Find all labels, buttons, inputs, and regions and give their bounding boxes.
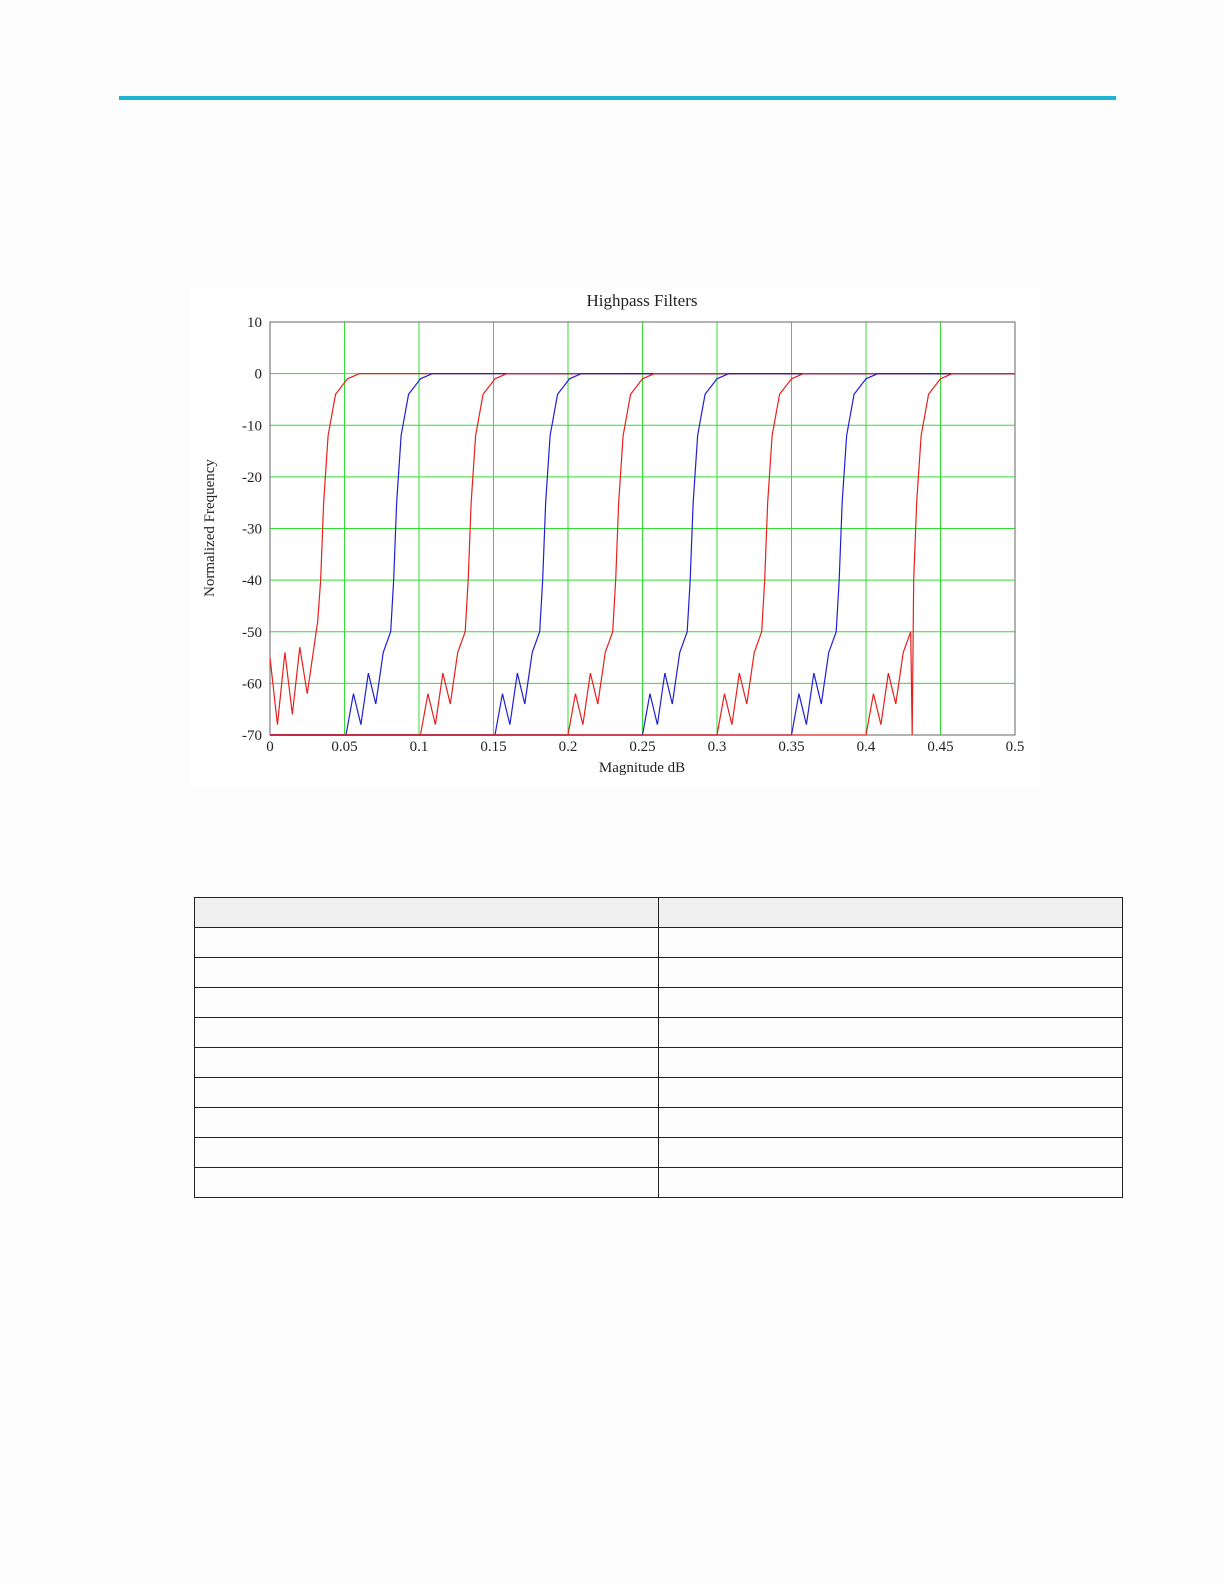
cell <box>658 987 1123 1018</box>
y-tick-label: 0 <box>255 367 263 383</box>
cell <box>658 897 1123 928</box>
y-tick-label: -50 <box>242 625 262 641</box>
cell <box>194 1107 659 1138</box>
cell <box>658 1017 1123 1048</box>
table-row <box>194 927 1123 958</box>
table-row <box>194 1017 1123 1048</box>
cell <box>658 1167 1123 1198</box>
chart-title: Highpass Filters <box>587 291 698 310</box>
chart: Highpass Filters Magnitude dB Normalized… <box>190 290 1040 785</box>
y-tick-label: -40 <box>242 573 262 589</box>
filter-line <box>270 373 1015 736</box>
cell <box>658 1077 1123 1108</box>
x-tick-label: 0.2 <box>559 739 578 755</box>
table-row <box>194 1047 1123 1078</box>
table-row <box>194 987 1123 1018</box>
header-rule <box>119 96 1116 100</box>
x-tick-label: 0.5 <box>1006 739 1025 755</box>
filter-line <box>270 373 1015 736</box>
x-tick-label: 0.05 <box>331 739 357 755</box>
x-axis-label: Magnitude dB <box>599 760 685 776</box>
cell <box>194 1017 659 1048</box>
table-row <box>194 1077 1123 1108</box>
table-row <box>194 1137 1123 1168</box>
chart-background <box>190 290 1040 785</box>
cell <box>658 1047 1123 1078</box>
cell <box>658 957 1123 988</box>
y-tick-label: -70 <box>242 728 262 744</box>
x-tick-label: 0.4 <box>857 739 876 755</box>
filter-line <box>270 373 1015 736</box>
x-tick-label: 0.35 <box>778 739 804 755</box>
cell <box>194 1137 659 1168</box>
y-tick-label: 10 <box>247 315 262 331</box>
x-tick-label: 0.3 <box>708 739 727 755</box>
y-tick-label: -20 <box>242 470 262 486</box>
cell <box>194 1077 659 1108</box>
y-tick-label: -60 <box>242 676 262 692</box>
table-row <box>194 1107 1123 1138</box>
cell <box>658 1137 1123 1168</box>
filter-line <box>270 373 1015 736</box>
table-row <box>194 1167 1123 1198</box>
y-tick-label: -30 <box>242 522 262 538</box>
cell <box>658 1107 1123 1138</box>
table-header <box>194 897 1123 928</box>
y-tick-label: -10 <box>242 418 262 434</box>
y-axis-label: Normalized Frequency <box>202 459 218 597</box>
cell <box>658 927 1123 958</box>
filter-line <box>270 373 1015 736</box>
table <box>194 897 1123 1198</box>
x-tick-label: 0.25 <box>629 739 655 755</box>
cell <box>194 897 659 928</box>
filter-line <box>270 373 1015 736</box>
x-tick-label: 0.15 <box>480 739 506 755</box>
cell <box>194 987 659 1018</box>
x-tick-label: 0.1 <box>410 739 429 755</box>
cell <box>194 1167 659 1198</box>
x-tick-label: 0.45 <box>927 739 953 755</box>
table-row <box>194 957 1123 988</box>
filter-line <box>269 373 1015 725</box>
filter-line <box>270 373 1015 736</box>
x-tick-label: 0 <box>266 739 274 755</box>
cell <box>194 1047 659 1078</box>
cell <box>194 927 659 958</box>
cell <box>194 957 659 988</box>
filter-line <box>270 373 1015 736</box>
